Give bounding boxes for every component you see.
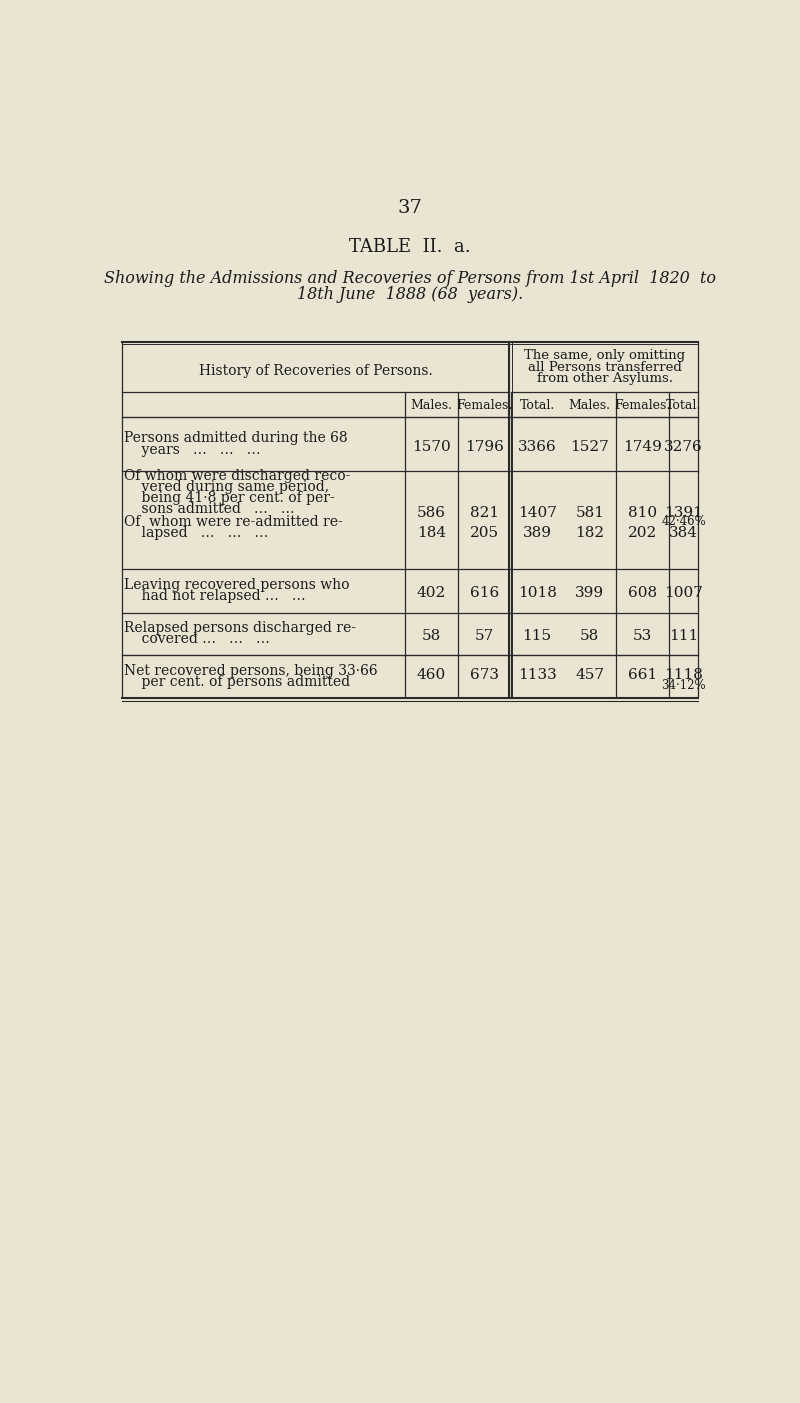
Text: 389: 389 (522, 526, 552, 540)
Text: Total.: Total. (666, 398, 701, 412)
Text: 3366: 3366 (518, 441, 557, 455)
Text: 1018: 1018 (518, 586, 557, 600)
Text: Males.: Males. (410, 398, 452, 412)
Text: 821: 821 (470, 506, 499, 521)
Text: 182: 182 (575, 526, 604, 540)
Text: 53: 53 (633, 629, 652, 643)
Text: had not relapsed …   …: had not relapsed … … (124, 589, 306, 603)
Text: 1133: 1133 (518, 668, 557, 682)
Text: Males.: Males. (569, 398, 611, 412)
Text: Net recovered persons, being 33·66: Net recovered persons, being 33·66 (124, 664, 378, 678)
Text: 184: 184 (417, 526, 446, 540)
Text: 586: 586 (417, 506, 446, 521)
Text: 57: 57 (474, 629, 494, 643)
Text: Leaving recovered persons who: Leaving recovered persons who (124, 578, 350, 592)
Text: covered …   …   …: covered … … … (124, 633, 270, 647)
Text: Showing the Admissions and Recoveries of Persons from 1st April  1820  to: Showing the Admissions and Recoveries of… (104, 269, 716, 288)
Text: Females.: Females. (456, 398, 513, 412)
Text: 1749: 1749 (623, 441, 662, 455)
Text: lapsed   …   …   …: lapsed … … … (124, 526, 268, 540)
Text: 1570: 1570 (412, 441, 450, 455)
Text: Relapsed persons discharged re-: Relapsed persons discharged re- (124, 622, 356, 636)
Text: 3276: 3276 (664, 441, 703, 455)
Text: 202: 202 (628, 526, 657, 540)
Text: Of whom were discharged reco-: Of whom were discharged reco- (124, 469, 350, 483)
Text: 399: 399 (575, 586, 604, 600)
Text: being 41·8 per cent. of per-: being 41·8 per cent. of per- (124, 491, 334, 505)
Text: 402: 402 (417, 586, 446, 600)
Text: 1007: 1007 (664, 586, 703, 600)
Text: 1118: 1118 (664, 668, 703, 682)
Text: 608: 608 (628, 586, 657, 600)
Text: years   …   …   …: years … … … (124, 442, 261, 456)
Text: 460: 460 (417, 668, 446, 682)
Text: 58: 58 (580, 629, 599, 643)
Text: 1407: 1407 (518, 506, 557, 521)
Text: 205: 205 (470, 526, 499, 540)
Text: 384: 384 (669, 526, 698, 540)
Text: 58: 58 (422, 629, 441, 643)
Text: sons admitted   …   …: sons admitted … … (124, 502, 294, 516)
Text: 115: 115 (522, 629, 552, 643)
Text: 581: 581 (575, 506, 604, 521)
Text: 810: 810 (628, 506, 657, 521)
Text: 457: 457 (575, 668, 604, 682)
Text: all Persons transferred: all Persons transferred (527, 361, 682, 373)
Text: Total.: Total. (519, 398, 554, 412)
Text: 673: 673 (470, 668, 499, 682)
Text: from other Asylums.: from other Asylums. (537, 372, 673, 384)
Text: 37: 37 (398, 199, 422, 217)
Text: Persons admitted during the 68: Persons admitted during the 68 (124, 432, 348, 445)
Text: Of  whom were re-admitted re-: Of whom were re-admitted re- (124, 515, 342, 529)
Text: 1391: 1391 (664, 506, 703, 521)
Text: 1796: 1796 (465, 441, 504, 455)
Text: 34·12%: 34·12% (662, 679, 706, 692)
Text: 42·46%: 42·46% (662, 515, 706, 528)
Text: vered during same period,: vered during same period, (124, 480, 329, 494)
Text: per cent. of persons admitted: per cent. of persons admitted (124, 675, 350, 689)
Text: 661: 661 (628, 668, 657, 682)
Text: History of Recoveries of Persons.: History of Recoveries of Persons. (199, 363, 433, 377)
Text: 616: 616 (470, 586, 499, 600)
Text: The same, only omitting: The same, only omitting (524, 349, 685, 362)
Text: 18th June  1888 (68  years).: 18th June 1888 (68 years). (297, 286, 523, 303)
Text: 111: 111 (669, 629, 698, 643)
Text: TABLE  II.  a.: TABLE II. a. (349, 239, 471, 255)
Text: 1527: 1527 (570, 441, 609, 455)
Text: Females.: Females. (614, 398, 670, 412)
